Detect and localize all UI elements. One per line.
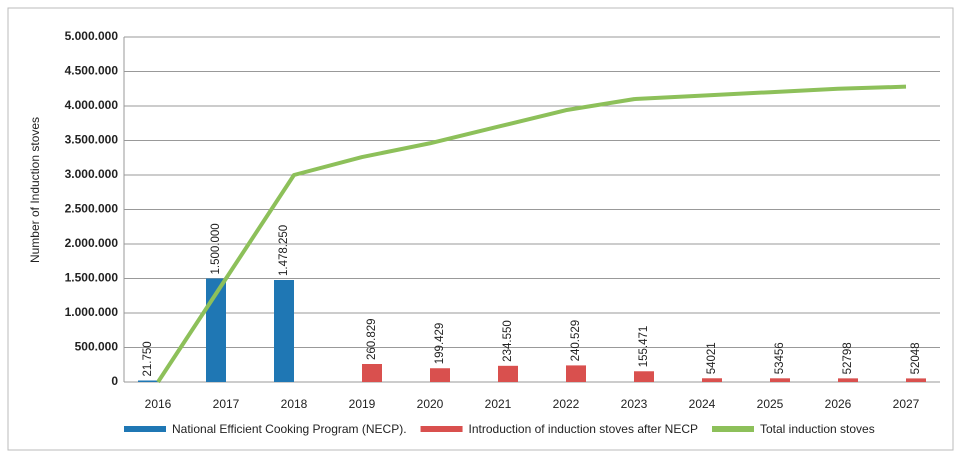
y-tick-label: 4.000.000	[65, 98, 119, 112]
value-label: 52048	[910, 342, 922, 374]
x-tick-label: 2023	[621, 397, 648, 411]
value-label: 1.500.000	[210, 223, 222, 274]
x-tick-label: 2018	[281, 397, 308, 411]
line	[156, 84, 907, 384]
x-tick-label: 2016	[145, 397, 172, 411]
y-tick-label: 5.000.000	[65, 29, 119, 43]
value-label: 199.429	[434, 323, 446, 365]
bar	[498, 365, 518, 382]
y-axis-label: Number of Induction stoves	[28, 117, 42, 263]
y-tick-label: 0	[111, 374, 118, 388]
bar	[770, 378, 790, 382]
value-label: 21.750	[142, 341, 154, 376]
x-tick-label: 2021	[485, 397, 512, 411]
value-label: 234.550	[502, 320, 514, 362]
bar	[838, 378, 858, 382]
legend-swatch	[124, 426, 166, 432]
y-tick-label: 4.500.000	[65, 64, 119, 78]
legend-label: Total induction stoves	[760, 422, 875, 436]
y-tick-label: 2.000.000	[65, 236, 119, 250]
frame	[7, 7, 954, 451]
value-label: 260.829	[366, 318, 378, 360]
bar	[634, 371, 654, 382]
y-tick-label: 3.000.000	[65, 167, 119, 181]
x-tick-label: 2026	[825, 397, 852, 411]
legend-swatch	[420, 426, 463, 432]
legend-swatch	[712, 426, 754, 432]
legend-label: Introduction of induction stoves after N…	[469, 422, 698, 436]
x-tick-label: 2024	[689, 397, 716, 411]
value-label: 52798	[842, 342, 854, 374]
value-label: 53456	[774, 342, 786, 374]
bar	[906, 378, 926, 382]
bar	[430, 368, 450, 382]
y-tick-label: 1.500.000	[65, 271, 119, 285]
bar	[138, 380, 158, 382]
x-tick-label: 2025	[757, 397, 784, 411]
y-tick-label: 500.000	[75, 340, 119, 354]
y-tick-label: 2.500.000	[65, 202, 119, 216]
x-tick-label: 2019	[349, 397, 376, 411]
y-tick-label: 3.500.000	[65, 133, 119, 147]
value-label: 155.471	[638, 326, 650, 368]
x-tick-label: 2022	[553, 397, 580, 411]
value-label: 240.529	[570, 320, 582, 362]
x-tick-label: 2027	[893, 397, 920, 411]
y-tick-label: 1.000.000	[65, 305, 119, 319]
bar	[566, 365, 586, 382]
bar	[702, 378, 722, 382]
bar	[274, 280, 294, 382]
bar	[362, 364, 382, 382]
x-tick-label: 2020	[417, 397, 444, 411]
value-label: 1.478.250	[278, 225, 290, 276]
value-label: 54021	[706, 342, 718, 374]
x-tick-label: 2017	[213, 397, 240, 411]
legend-label: National Efficient Cooking Program (NECP…	[172, 422, 407, 436]
